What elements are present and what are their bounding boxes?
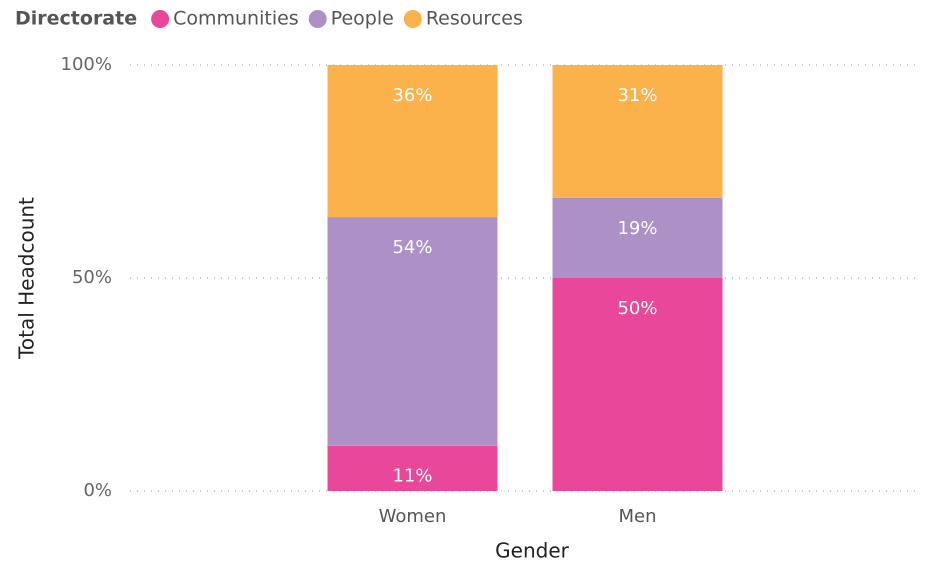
legend-marker <box>403 10 422 28</box>
x-axis-label: Gender <box>495 539 569 563</box>
data-label: 19% <box>617 218 657 239</box>
data-label: 50% <box>617 298 657 319</box>
data-label: 36% <box>392 85 432 106</box>
legend-label: Resources <box>426 8 523 30</box>
bar-segment <box>552 65 723 198</box>
bar-segment <box>552 197 723 278</box>
legend-title: Directorate <box>15 8 137 30</box>
data-label: 54% <box>392 237 432 258</box>
legend-marker <box>308 10 327 28</box>
y-tick-label: 50% <box>72 267 112 288</box>
y-tick-label: 0% <box>83 480 112 501</box>
bar-segment <box>327 65 498 218</box>
y-tick-label: 100% <box>61 54 112 75</box>
x-tick-label: Men <box>618 506 656 527</box>
legend-label: People <box>331 8 394 30</box>
legend-label: Communities <box>173 8 299 30</box>
bar-segment <box>327 445 498 491</box>
bar-segment <box>327 217 498 446</box>
bar-segment <box>552 278 723 491</box>
data-label: 11% <box>392 465 432 486</box>
y-axis-label: Total Headcount <box>15 197 39 360</box>
x-tick-label: Women <box>379 506 447 527</box>
data-label: 31% <box>617 85 657 106</box>
legend-marker <box>151 10 170 28</box>
